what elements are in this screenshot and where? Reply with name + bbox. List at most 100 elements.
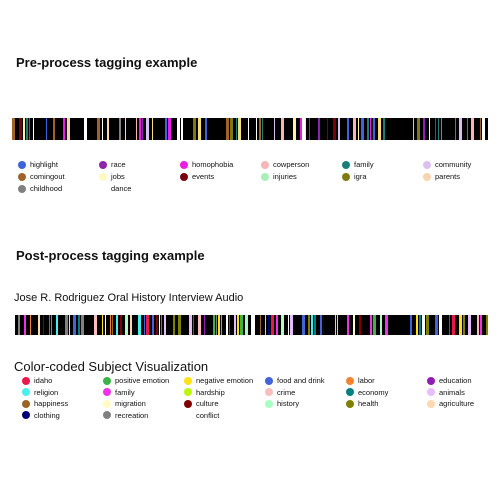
tag-stripe — [370, 118, 371, 140]
legend-label: clothing — [34, 410, 60, 420]
tag-stripe — [213, 315, 215, 335]
tag-stripe — [120, 315, 122, 335]
legend-label: comingout — [30, 172, 65, 181]
tag-stripe — [380, 315, 382, 335]
tag-stripe — [468, 315, 471, 335]
legend-swatch-icon — [261, 172, 269, 181]
legend-label: religion — [34, 387, 59, 397]
legend-label: health — [358, 399, 379, 408]
legend-label: migration — [115, 399, 146, 408]
tag-stripe — [146, 315, 149, 335]
tag-stripe — [144, 315, 145, 335]
legend-swatch-icon — [22, 399, 30, 408]
tag-stripe — [435, 315, 438, 335]
tag-stripe — [419, 315, 421, 335]
tag-stripe — [459, 118, 462, 140]
tag-stripe — [293, 118, 296, 140]
legend-label: agriculture — [439, 399, 475, 408]
legend-label: economy — [358, 387, 389, 397]
tag-stripe — [467, 118, 468, 140]
legend-swatch-icon — [184, 388, 192, 396]
legend-label: events — [192, 172, 215, 181]
tag-stripe — [320, 315, 322, 335]
tag-stripe — [102, 118, 103, 140]
legend-swatch-icon — [18, 160, 26, 169]
tag-stripe — [142, 118, 143, 140]
tag-stripe — [238, 118, 241, 140]
pre-legend-item: parents — [423, 172, 500, 181]
tag-stripe — [353, 118, 356, 140]
legend-swatch-icon — [103, 376, 111, 385]
post-legend-item: hardship — [184, 388, 261, 397]
pre-legend-item: cowperson — [261, 160, 338, 169]
tag-stripe — [130, 315, 132, 335]
tag-stripe — [262, 118, 263, 140]
legend-label: negative emotion — [196, 376, 254, 385]
tag-stripe — [43, 315, 44, 335]
tag-stripe — [373, 118, 375, 140]
pre-legend-item: homophobia — [180, 160, 257, 169]
tag-gap — [482, 118, 485, 140]
tag-stripe — [65, 315, 68, 335]
post-legend-item: negative emotion — [184, 376, 261, 385]
tag-stripe — [24, 315, 26, 335]
tag-stripe — [173, 315, 175, 335]
tag-stripe — [107, 118, 109, 140]
tag-stripe — [359, 315, 361, 335]
tag-stripe — [53, 118, 55, 140]
tag-stripe — [300, 118, 303, 140]
tag-stripe — [333, 118, 336, 140]
legend-swatch-icon — [346, 376, 354, 385]
tag-stripe — [438, 118, 439, 140]
tag-stripe — [46, 118, 47, 140]
legend-swatch-icon — [22, 411, 30, 419]
tag-stripe — [102, 315, 103, 335]
legend-label: dance — [111, 184, 132, 193]
tag-stripe — [353, 315, 355, 335]
tag-stripe — [226, 118, 229, 140]
tag-stripe — [181, 118, 183, 140]
legend-label: family — [354, 160, 374, 169]
legend-swatch-icon — [103, 388, 111, 396]
post-legend-item: happiness — [22, 399, 99, 408]
legend-swatch-icon — [342, 172, 350, 181]
legend-label: conflict — [196, 410, 220, 420]
tag-stripe — [347, 118, 349, 140]
tag-stripe — [314, 315, 316, 335]
tag-stripe — [274, 118, 275, 140]
tag-stripe — [205, 118, 207, 140]
post-process-title: Post-process tagging example — [16, 248, 205, 263]
post-legend-item: conflict — [184, 411, 261, 420]
legend-label: crime — [277, 387, 296, 397]
tag-stripe — [435, 118, 436, 140]
pre-legend-item: race — [99, 160, 176, 169]
tag-stripe — [125, 118, 126, 140]
post-legend-item: agriculture — [427, 399, 500, 408]
tag-stripe — [164, 315, 166, 335]
pre-legend-item: igra — [342, 172, 419, 181]
tag-stripe — [477, 315, 479, 335]
post-legend-item: food and drink — [265, 376, 342, 385]
post-legend-item: education — [427, 376, 500, 385]
tag-stripe — [410, 315, 412, 335]
tag-stripe — [229, 315, 230, 335]
tag-stripe — [234, 315, 236, 335]
tag-stripe — [216, 315, 217, 335]
pre-legend-item: jobs — [99, 172, 176, 181]
legend-swatch-icon — [261, 160, 269, 169]
tag-stripe — [276, 315, 278, 335]
tag-stripe — [81, 315, 84, 335]
tag-stripe — [367, 118, 369, 140]
tag-stripe — [256, 118, 257, 140]
tag-stripe — [63, 118, 65, 140]
tag-stripe — [383, 118, 385, 140]
tag-stripe — [337, 315, 338, 335]
post-legend-item: history — [265, 399, 342, 408]
legend-swatch-icon — [265, 388, 273, 396]
tag-stripe — [168, 118, 171, 140]
legend-swatch-icon — [99, 185, 107, 193]
post-legend-item: crime — [265, 388, 342, 397]
tag-stripe — [378, 118, 381, 140]
legend-label: recreation — [115, 410, 149, 420]
tag-stripe — [486, 315, 488, 335]
